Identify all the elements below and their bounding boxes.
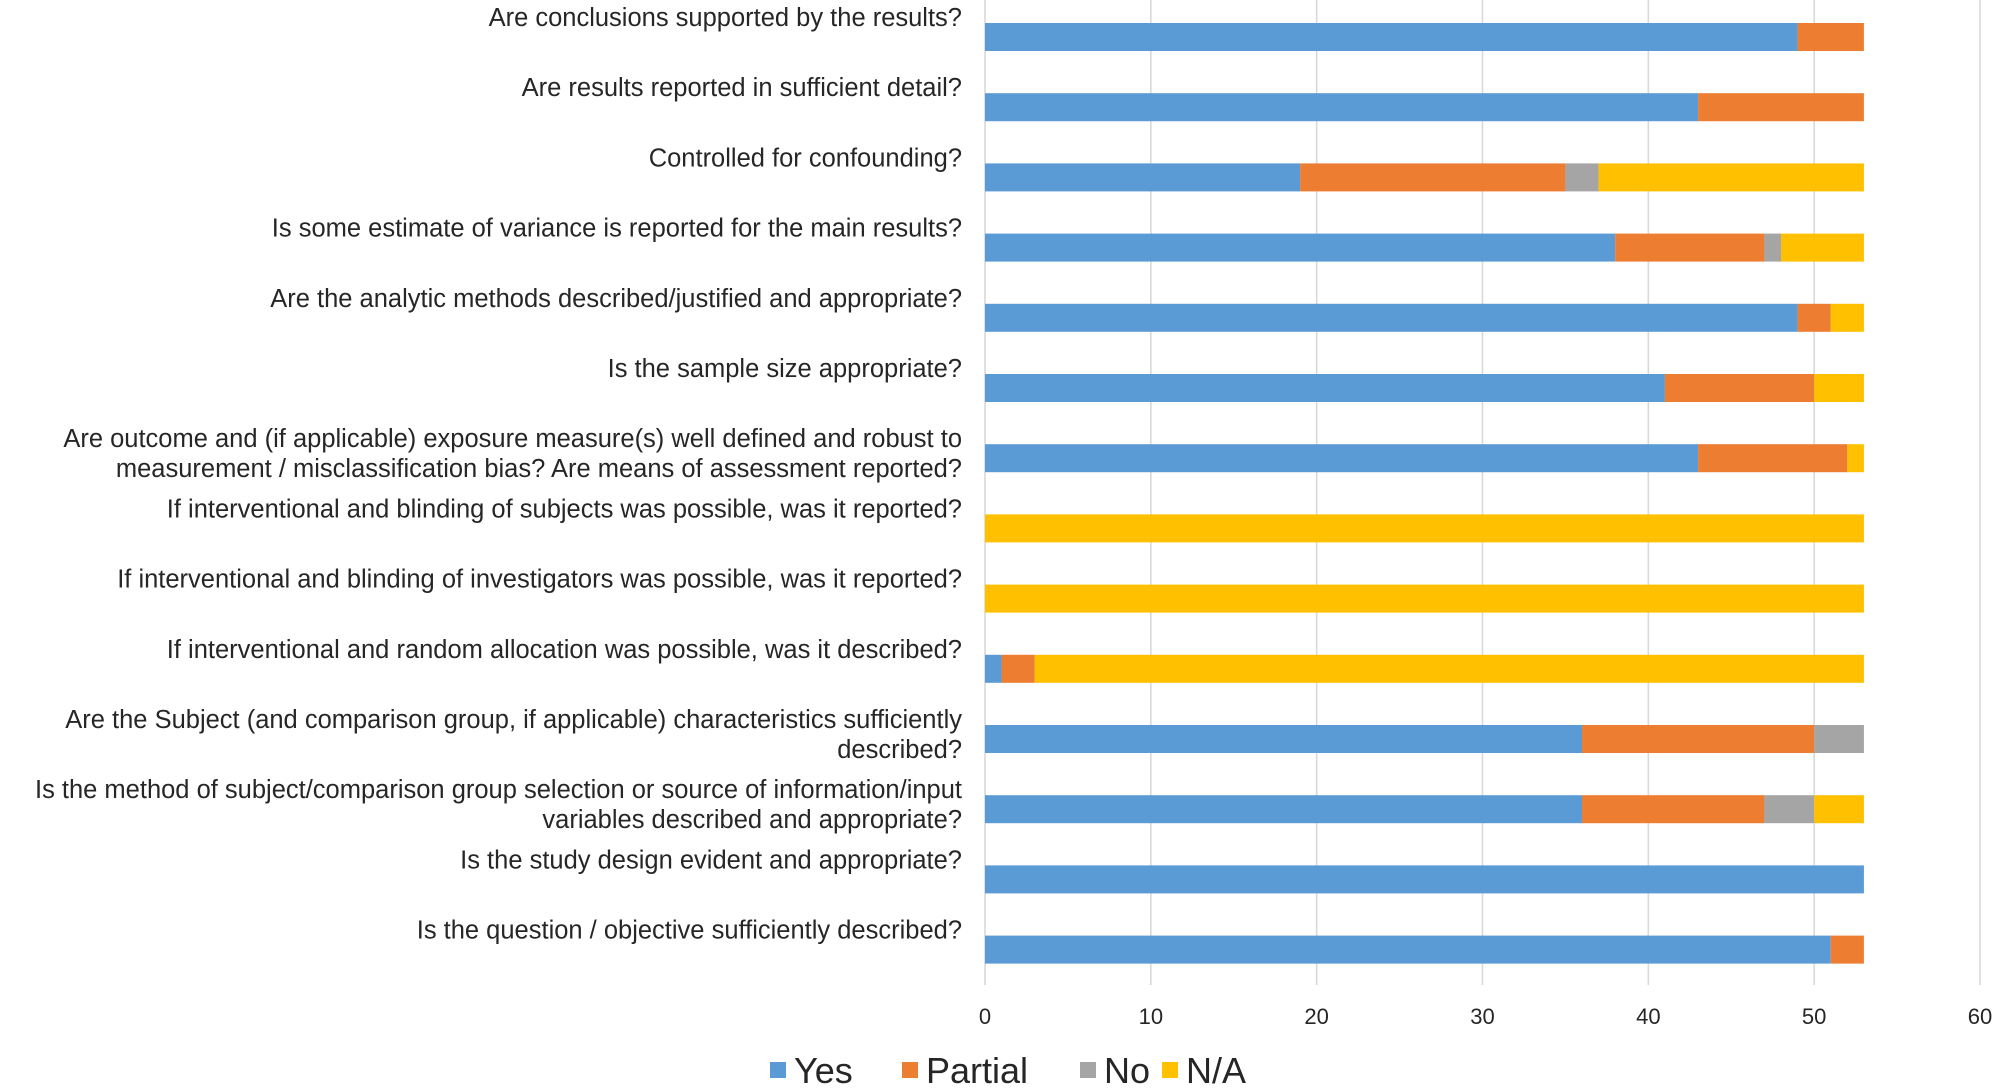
bar-segment-n-a: [1034, 654, 1864, 683]
category-label: Are the analytic methods described/justi…: [270, 285, 962, 313]
bar-segment-n-a: [1598, 163, 1864, 192]
x-tick-label: 10: [1139, 1004, 1163, 1029]
bar-segment-no: [1764, 233, 1781, 262]
x-tick-label: 0: [979, 1004, 991, 1029]
bar-segment-n-a: [985, 584, 1864, 613]
bar-segment-n-a: [985, 514, 1864, 543]
bar-segment-n-a: [1781, 233, 1864, 262]
x-tick-label: 30: [1470, 1004, 1494, 1029]
bar-segment-yes: [985, 444, 1699, 473]
category-label: Is some estimate of variance is reported…: [272, 215, 962, 243]
bar-segment-yes: [985, 374, 1665, 402]
bar-segment-yes: [985, 935, 1831, 964]
category-label: Are the Subject (and comparison group, i…: [65, 706, 962, 764]
category-label: If interventional and blinding of invest…: [117, 566, 962, 594]
legend-label-partial: Partial: [926, 1050, 1028, 1088]
bar-segment-partial: [1664, 374, 1815, 402]
bar-segment-partial: [1797, 303, 1831, 332]
bar-segment-yes: [985, 654, 1002, 683]
legend-label-no: No: [1104, 1050, 1150, 1088]
category-labels: Are conclusions supported by the results…: [35, 4, 962, 945]
bar-segment-n-a: [1847, 444, 1864, 473]
bar-segment-no: [1565, 163, 1599, 192]
category-label: Is the question / objective sufficiently…: [417, 917, 962, 945]
category-label: Are results reported in sufficient detai…: [522, 74, 962, 102]
bar-segment-partial: [1698, 93, 1864, 122]
bar-segment-yes: [985, 163, 1301, 192]
category-label: Are conclusions supported by the results…: [489, 4, 962, 32]
gridlines: [984, 0, 1981, 985]
x-tick-label: 60: [1968, 1004, 1992, 1029]
bar-segment-no: [1764, 795, 1815, 824]
legend-label-yes: Yes: [794, 1050, 853, 1088]
category-label: If interventional and random allocation …: [167, 636, 962, 664]
x-tick-label: 50: [1802, 1004, 1826, 1029]
legend-swatch-no: [1080, 1062, 1096, 1078]
bar-segment-partial: [1698, 444, 1848, 473]
legend-swatch-partial: [902, 1062, 918, 1078]
bar-segment-yes: [985, 303, 1798, 332]
bar-segment-yes: [985, 865, 1864, 894]
category-label: Are outcome and (if applicable) exposure…: [63, 425, 962, 483]
legend-swatch-yes: [770, 1062, 786, 1078]
bar-segment-yes: [985, 233, 1616, 262]
bar-segment-partial: [1615, 233, 1765, 262]
bar-segment-partial: [1300, 163, 1566, 192]
x-axis: 0 10 20 30 40 50 60: [979, 1004, 1992, 1029]
bar-segment-yes: [985, 795, 1582, 824]
bar-segment-yes: [985, 725, 1582, 753]
bars: [985, 23, 1864, 964]
bar-segment-partial: [1582, 795, 1765, 824]
bar-segment-n-a: [1830, 303, 1864, 332]
category-label: If interventional and blinding of subjec…: [167, 495, 962, 523]
legend-swatch-n-a: [1162, 1062, 1178, 1078]
category-label: Is the sample size appropriate?: [608, 355, 962, 383]
legend-label-n-a: N/A: [1186, 1050, 1246, 1088]
category-label: Is the study design evident and appropri…: [460, 846, 962, 874]
bar-segment-partial: [1797, 23, 1864, 51]
bar-segment-yes: [985, 93, 1699, 122]
x-tick-label: 40: [1636, 1004, 1660, 1029]
bar-segment-n-a: [1814, 374, 1864, 402]
bar-segment-yes: [985, 23, 1798, 51]
bar-segment-partial: [1001, 654, 1035, 683]
x-tick-label: 20: [1304, 1004, 1328, 1029]
category-label: Is the method of subject/comparison grou…: [35, 776, 962, 834]
legend: Yes Partial No N/A: [770, 1050, 1246, 1088]
bar-segment-partial: [1830, 935, 1864, 964]
bar-segment-no: [1814, 725, 1864, 753]
category-label: Controlled for confounding?: [649, 144, 962, 172]
bar-segment-n-a: [1814, 795, 1864, 824]
bar-segment-partial: [1582, 725, 1815, 753]
